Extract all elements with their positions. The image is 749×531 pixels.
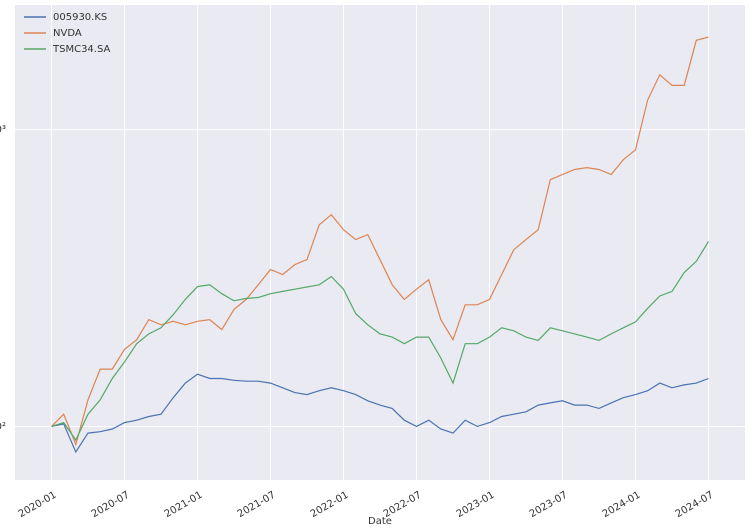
legend: 005930.KS NVDA TSMC34.SA (24, 12, 111, 55)
legend-label: 005930.KS (53, 12, 107, 23)
series-line (51, 36, 709, 447)
y-tick-label: 10³ (0, 125, 6, 136)
plot-area (15, 5, 745, 480)
x-tick-label: 2020-01 (17, 490, 59, 520)
x-tick-label: 2022-07 (382, 490, 424, 520)
x-tick-label: 2021-01 (163, 490, 205, 520)
legend-label: NVDA (53, 28, 82, 39)
x-tick-label: 2024-07 (674, 490, 716, 520)
legend-label: TSMC34.SA (52, 44, 111, 55)
x-tick-label: 2023-01 (455, 490, 497, 520)
series-line (51, 241, 710, 442)
series-line (51, 373, 709, 454)
y-tick-label: 10² (0, 421, 6, 432)
x-tick-label: 2024-01 (601, 490, 643, 520)
x-tick-label: 2022-01 (309, 490, 351, 520)
x-tick-label: 2023-07 (528, 490, 570, 520)
x-tick-label: 2020-07 (90, 490, 132, 520)
x-tick-label: 2021-07 (236, 490, 278, 520)
x-axis-label: Date (368, 516, 392, 527)
